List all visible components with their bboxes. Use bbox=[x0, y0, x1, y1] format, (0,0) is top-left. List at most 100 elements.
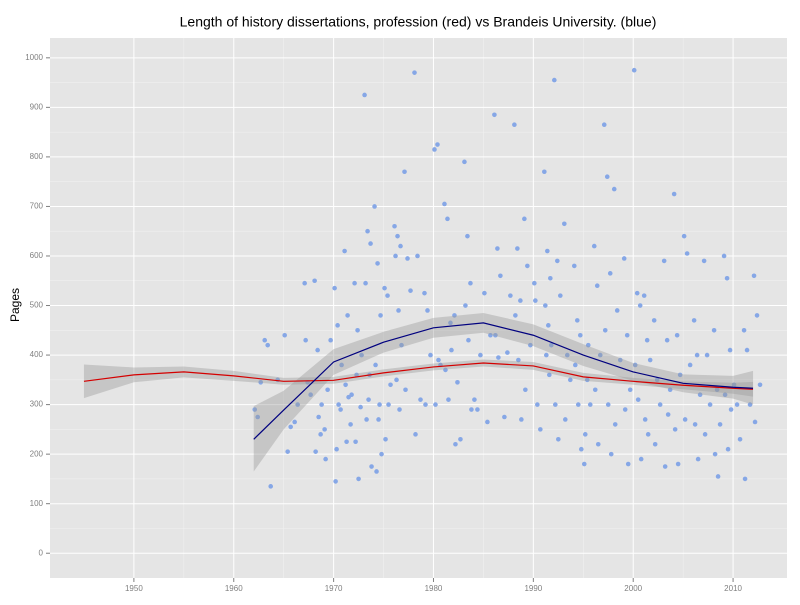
data-point bbox=[472, 397, 477, 402]
data-point bbox=[364, 417, 369, 422]
y-tick-label: 0 bbox=[39, 548, 44, 557]
y-tick-label: 600 bbox=[30, 251, 44, 260]
data-point bbox=[634, 290, 640, 296]
data-point bbox=[334, 446, 339, 452]
data-point bbox=[563, 417, 568, 422]
data-point bbox=[677, 372, 683, 378]
data-point bbox=[695, 456, 701, 462]
data-point bbox=[348, 422, 353, 427]
plot-panel bbox=[50, 38, 787, 578]
data-point bbox=[701, 258, 707, 264]
x-tick-label: 1990 bbox=[524, 584, 542, 593]
data-point bbox=[545, 248, 550, 254]
data-point bbox=[535, 402, 540, 407]
data-point bbox=[637, 303, 643, 308]
data-point bbox=[625, 461, 631, 467]
data-point bbox=[397, 407, 402, 412]
data-point bbox=[508, 293, 513, 298]
data-point bbox=[288, 424, 293, 430]
data-point bbox=[546, 323, 551, 328]
data-point bbox=[418, 397, 423, 402]
data-point bbox=[395, 233, 400, 239]
data-point bbox=[577, 332, 583, 338]
data-point bbox=[544, 352, 549, 358]
x-tick-label: 1980 bbox=[425, 584, 443, 593]
data-point bbox=[516, 357, 521, 363]
data-point bbox=[728, 407, 734, 412]
data-point bbox=[369, 464, 374, 469]
data-point bbox=[605, 402, 611, 407]
data-point bbox=[542, 169, 547, 175]
y-tick-label: 200 bbox=[30, 449, 44, 458]
data-point bbox=[482, 290, 487, 296]
data-point bbox=[396, 308, 401, 313]
data-point bbox=[485, 419, 490, 425]
data-point bbox=[675, 461, 681, 467]
data-point bbox=[258, 380, 264, 385]
data-point bbox=[466, 337, 471, 343]
data-point bbox=[316, 414, 321, 420]
data-point bbox=[654, 377, 660, 383]
data-point bbox=[671, 191, 677, 197]
data-point bbox=[714, 387, 720, 393]
data-point bbox=[353, 439, 358, 445]
data-point bbox=[722, 392, 728, 397]
data-point bbox=[463, 303, 468, 308]
data-point bbox=[428, 352, 433, 358]
data-point bbox=[532, 280, 537, 286]
data-point bbox=[496, 355, 501, 360]
data-point bbox=[642, 417, 648, 422]
data-point bbox=[612, 422, 618, 427]
data-point bbox=[751, 273, 757, 279]
data-point bbox=[555, 258, 560, 264]
data-point bbox=[374, 469, 379, 474]
data-point bbox=[358, 404, 363, 410]
data-point bbox=[604, 174, 610, 180]
data-point bbox=[405, 256, 410, 261]
data-point bbox=[315, 347, 320, 353]
data-point bbox=[635, 397, 641, 402]
data-point bbox=[495, 246, 500, 251]
data-point bbox=[661, 258, 667, 264]
data-point bbox=[359, 352, 364, 358]
data-point bbox=[338, 407, 343, 412]
data-point bbox=[433, 402, 438, 407]
data-point bbox=[366, 397, 371, 402]
data-point bbox=[422, 290, 427, 296]
data-point bbox=[585, 342, 591, 348]
data-point bbox=[372, 204, 377, 209]
data-point bbox=[378, 313, 383, 318]
data-point bbox=[691, 318, 697, 323]
x-tick-label: 1950 bbox=[125, 584, 143, 593]
data-point bbox=[662, 464, 668, 469]
data-point bbox=[715, 474, 721, 479]
y-axis-label: Pages bbox=[8, 288, 22, 322]
x-tick-label: 2010 bbox=[724, 584, 742, 593]
data-point bbox=[342, 248, 347, 254]
data-point bbox=[295, 402, 300, 407]
data-point bbox=[744, 347, 750, 353]
data-point bbox=[394, 377, 399, 383]
data-point bbox=[383, 436, 388, 442]
data-point bbox=[652, 441, 658, 447]
data-point bbox=[375, 261, 380, 266]
data-point bbox=[638, 456, 644, 462]
x-tick-label: 2000 bbox=[624, 584, 642, 593]
data-point bbox=[522, 216, 527, 222]
data-point bbox=[386, 402, 391, 407]
data-point bbox=[408, 288, 413, 293]
data-point bbox=[721, 253, 727, 259]
data-point bbox=[373, 362, 378, 368]
data-point bbox=[435, 142, 440, 147]
data-point bbox=[567, 377, 573, 383]
data-point bbox=[614, 308, 620, 313]
data-point bbox=[399, 342, 404, 348]
data-point bbox=[453, 441, 458, 447]
data-point bbox=[584, 377, 590, 383]
data-point bbox=[518, 298, 523, 303]
data-point bbox=[323, 456, 328, 462]
data-point bbox=[446, 397, 451, 402]
data-point bbox=[707, 402, 713, 407]
y-tick-label: 500 bbox=[30, 301, 44, 310]
